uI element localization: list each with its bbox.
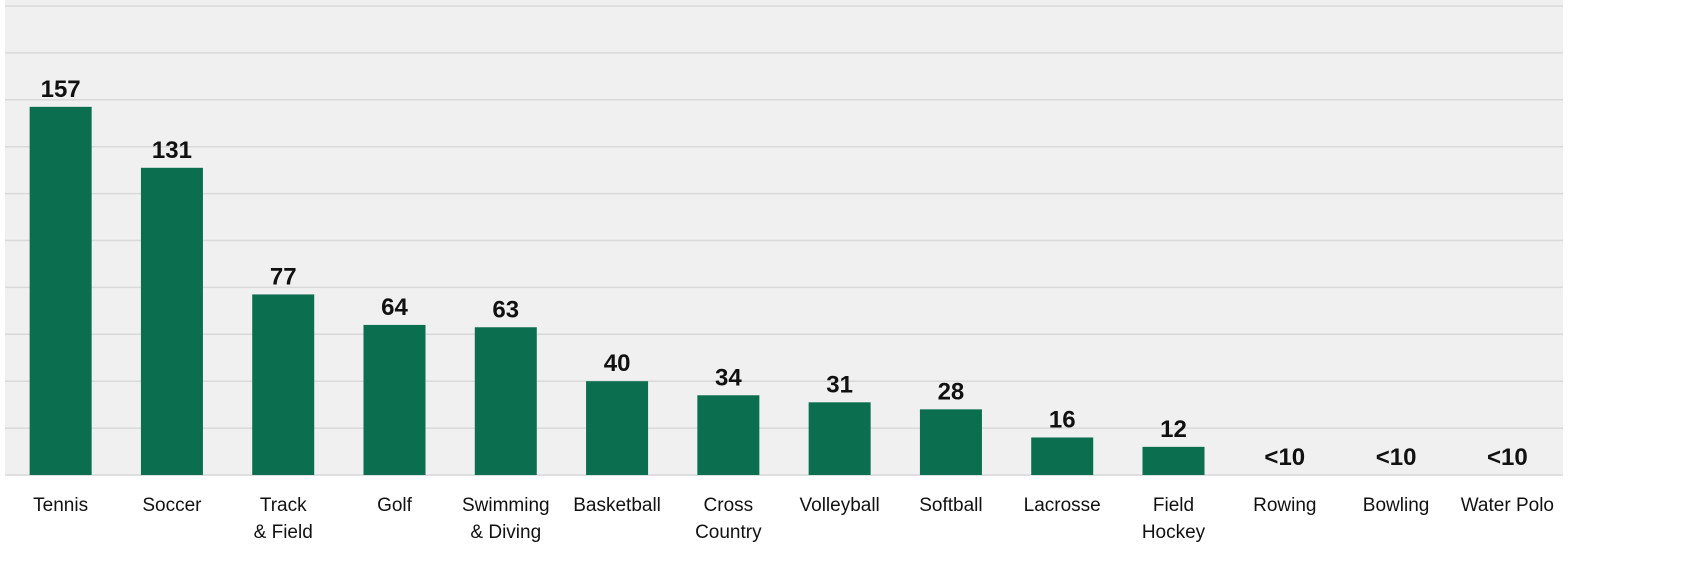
x-tick-label: Lacrosse — [1024, 495, 1101, 516]
x-tick-label: Volleyball — [800, 495, 880, 516]
bar — [140, 167, 203, 475]
x-tick-label: Bowling — [1363, 495, 1430, 516]
x-tick-label: Golf — [377, 495, 413, 516]
data-label: 28 — [938, 378, 965, 405]
bar — [363, 324, 426, 475]
data-label: <10 — [1376, 444, 1417, 471]
x-tick-label: Water Polo — [1461, 495, 1554, 516]
plot-background — [5, 0, 1563, 476]
bar — [808, 402, 871, 475]
x-tick-label: Softball — [919, 495, 982, 516]
bar — [1142, 446, 1205, 475]
bar — [586, 381, 649, 475]
data-label: 12 — [1160, 416, 1187, 443]
bar — [697, 395, 760, 475]
x-tick-label: Basketball — [573, 495, 661, 516]
data-label: 131 — [152, 137, 192, 164]
bar — [474, 327, 537, 475]
data-label: 40 — [604, 350, 631, 377]
data-label: <10 — [1264, 444, 1305, 471]
bar — [1031, 437, 1094, 475]
x-tick-label: Field Hockey — [1142, 495, 1206, 543]
data-label: 157 — [41, 76, 81, 103]
x-tick-label: Swimming & Diving — [462, 495, 550, 543]
x-tick-label: Rowing — [1253, 495, 1316, 516]
data-label: 63 — [492, 296, 519, 323]
bar — [252, 294, 315, 475]
data-label: 34 — [715, 364, 742, 391]
bar — [919, 409, 982, 475]
x-tick-label: Soccer — [142, 495, 202, 516]
x-tick-label: Cross Country — [695, 495, 762, 543]
x-tick-label: Track & Field — [254, 495, 313, 543]
data-label: 77 — [270, 263, 297, 290]
data-label: <10 — [1487, 444, 1528, 471]
x-tick-label: Tennis — [33, 495, 88, 516]
data-label: 31 — [826, 371, 853, 398]
data-label: 16 — [1049, 406, 1076, 433]
bar — [29, 106, 92, 476]
data-label: 64 — [381, 294, 408, 321]
